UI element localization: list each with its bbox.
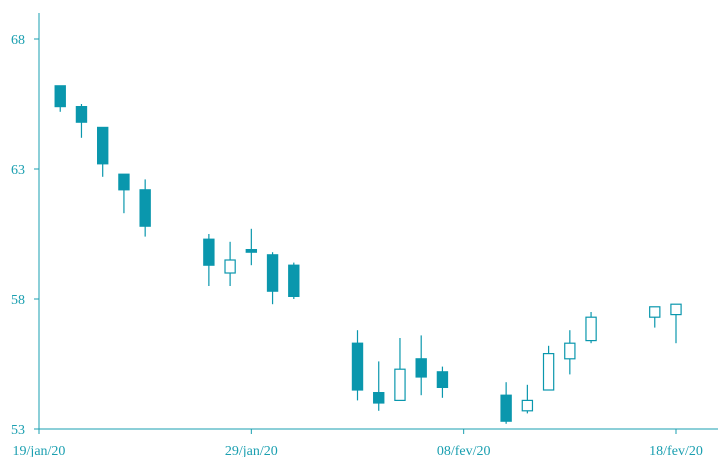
plot-area: 53 58 63 68 19/jan/20 29/jan/20 08/fev/20 18/f… — [11, 13, 718, 457]
candle — [649, 306, 661, 328]
x-tick-label: 19/jan/20 — [13, 444, 66, 457]
candle — [436, 366, 449, 398]
candle — [203, 234, 215, 286]
y-tick-label: 58 — [11, 293, 25, 308]
x-tick-label: 18/fev/20 — [649, 444, 703, 457]
candle — [521, 384, 534, 414]
candle — [670, 303, 682, 344]
candle-body-down — [288, 264, 300, 298]
x-tick-label: 08/fev/20 — [437, 444, 491, 457]
candle — [373, 361, 385, 411]
y-axis-ticks: 53 58 63 68 — [11, 33, 39, 438]
candle-body-down — [373, 392, 385, 404]
candle-body-up — [564, 342, 576, 360]
candle-body-down — [54, 85, 66, 108]
candle — [500, 382, 512, 424]
candle-body-up — [585, 316, 597, 342]
candle — [266, 252, 279, 305]
candle-body-down — [266, 254, 279, 292]
candle — [415, 335, 427, 396]
candle — [394, 338, 406, 402]
x-tick-label: 29/jan/20 — [225, 444, 278, 457]
y-tick-label: 53 — [11, 423, 25, 438]
candle-body-down — [97, 126, 109, 165]
candle-body-up — [224, 259, 236, 274]
candle-body-up — [542, 353, 555, 391]
candle-body-down — [139, 189, 151, 227]
candle-body-up — [394, 368, 406, 402]
candle — [139, 179, 151, 237]
candle — [585, 312, 597, 344]
candle-body-down — [118, 173, 130, 191]
candle-body-up — [649, 306, 661, 318]
y-tick-label: 63 — [11, 163, 25, 178]
candle-body-down — [436, 371, 449, 388]
candle-body-down — [415, 358, 427, 378]
candle-body-down — [203, 238, 215, 266]
y-tick-label: 68 — [11, 33, 25, 48]
candles — [54, 85, 682, 424]
candle — [245, 228, 258, 266]
candle — [75, 104, 88, 138]
x-axis-ticks: 19/jan/20 29/jan/20 08/fev/20 18/fev/20 — [13, 429, 703, 457]
candle — [564, 330, 576, 375]
candle-body-down — [245, 249, 258, 253]
candle-body-up — [670, 303, 682, 316]
candle-body-down — [75, 105, 88, 123]
candle — [542, 345, 555, 391]
candle — [54, 85, 66, 112]
candle-body-up — [521, 399, 534, 412]
candle-body-down — [351, 342, 364, 391]
candle — [97, 126, 109, 177]
candle-body-down — [500, 394, 512, 422]
candle — [118, 173, 130, 214]
candle — [351, 330, 364, 401]
candle — [224, 241, 236, 286]
candle — [288, 262, 300, 299]
